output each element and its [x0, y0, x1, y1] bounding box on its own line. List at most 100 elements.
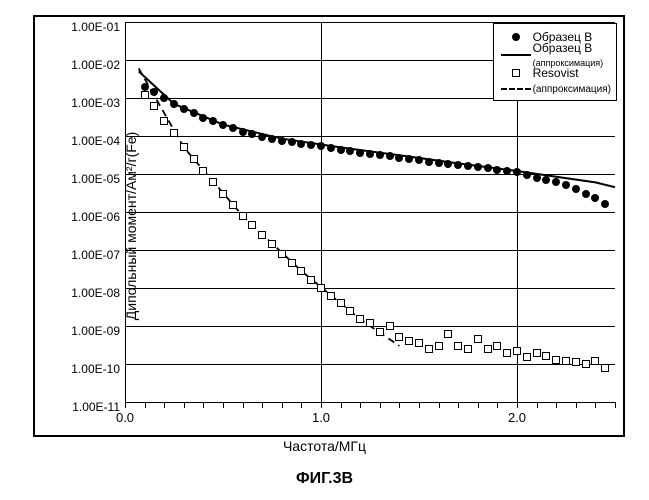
x-minor-tick: [164, 402, 165, 408]
resovist-point: [258, 231, 266, 239]
resovist-point: [444, 330, 452, 338]
y-tick-label: 1.00E-01: [71, 20, 120, 34]
resovist-point: [337, 299, 345, 307]
legend-label: Образец В: [533, 41, 593, 55]
x-minor-tick: [223, 402, 224, 408]
x-minor-tick: [595, 402, 596, 408]
x-minor-tick: [419, 402, 420, 408]
gridline-h: [125, 212, 615, 213]
resovist-point: [395, 333, 403, 341]
sample-b-point: [327, 144, 335, 152]
sample-b-point: [415, 156, 423, 164]
sample-b-point: [366, 150, 374, 158]
resovist-point: [209, 178, 217, 186]
gridline-h: [125, 402, 615, 403]
resovist-point: [268, 240, 276, 248]
sample-b-point: [435, 159, 443, 167]
resovist-point: [435, 342, 443, 350]
sample-b-point: [239, 128, 247, 136]
figure-container: Дипольный момент/Ам²/г(Fe) 1.00E-111.00E…: [0, 0, 649, 500]
resovist-point: [307, 276, 315, 284]
gridline-v: [321, 22, 322, 402]
sample-b-point: [395, 154, 403, 162]
y-tick-label: 1.00E-11: [72, 400, 120, 414]
sample-b-point: [141, 83, 149, 91]
resovist-point: [454, 342, 462, 350]
gridline-h: [125, 364, 615, 365]
sample-b-point: [464, 162, 472, 170]
sample-b-point: [523, 171, 531, 179]
y-tick-label: 1.00E-06: [71, 210, 120, 224]
x-minor-tick: [399, 402, 400, 408]
y-tick-label: 1.00E-07: [71, 248, 120, 262]
x-minor-tick: [262, 402, 263, 408]
resovist-fit-line: [139, 68, 400, 346]
legend-label: Resovist: [533, 66, 579, 80]
sample-b-point: [180, 105, 188, 113]
plot-frame: Дипольный момент/Ам²/г(Fe) 1.00E-111.00E…: [33, 15, 625, 437]
resovist-point: [474, 335, 482, 343]
x-minor-tick: [517, 402, 518, 408]
resovist-point: [190, 155, 198, 163]
resovist-point: [150, 102, 158, 110]
sample-b-point: [552, 178, 560, 186]
sample-b-point: [229, 124, 237, 132]
x-tick-label: 2.0: [508, 410, 526, 425]
resovist-point: [180, 143, 188, 151]
y-tick-label: 1.00E-03: [71, 96, 120, 110]
resovist-point: [552, 356, 560, 364]
sample-b-point: [150, 88, 158, 96]
gridline-h: [125, 250, 615, 251]
x-axis-label: Частота/МГц: [0, 438, 649, 454]
sample-b-point: [562, 181, 570, 189]
resovist-point: [327, 292, 335, 300]
sample-b-point: [425, 158, 433, 166]
x-minor-tick: [125, 402, 126, 408]
resovist-point: [248, 221, 256, 229]
resovist-point: [405, 337, 413, 345]
sample-b-point: [484, 164, 492, 172]
resovist-point: [493, 342, 501, 350]
x-minor-tick: [301, 402, 302, 408]
gridline-v: [125, 22, 126, 402]
resovist-point: [484, 345, 492, 353]
resovist-point: [141, 91, 149, 99]
sample-b-point: [513, 168, 521, 176]
sample-b-point: [493, 166, 501, 174]
sample-b-point: [601, 200, 609, 208]
gridline-h: [125, 136, 615, 137]
sample-b-point: [190, 109, 198, 117]
x-tick-label: 0.0: [116, 410, 134, 425]
sample-b-point: [346, 147, 354, 155]
sample-b-point: [170, 100, 178, 108]
sample-b-point: [268, 135, 276, 143]
sample-b-point: [307, 141, 315, 149]
x-minor-tick: [478, 402, 479, 408]
resovist-point: [160, 117, 168, 125]
x-minor-tick: [439, 402, 440, 408]
gridline-h: [125, 288, 615, 289]
resovist-point: [346, 307, 354, 315]
resovist-point: [356, 315, 364, 323]
sample-b-point: [219, 121, 227, 129]
sample-b-point: [454, 161, 462, 169]
y-tick-label: 1.00E-08: [71, 286, 120, 300]
x-minor-tick: [321, 402, 322, 408]
sample-b-point: [160, 94, 168, 102]
x-minor-tick: [576, 402, 577, 408]
sample-b-point: [542, 176, 550, 184]
x-minor-tick: [537, 402, 538, 408]
x-minor-tick: [282, 402, 283, 408]
sample-b-point: [288, 138, 296, 146]
resovist-point: [542, 352, 550, 360]
x-minor-tick: [203, 402, 204, 408]
y-tick-label: 1.00E-02: [71, 58, 120, 72]
sample-b-point: [356, 149, 364, 157]
resovist-point: [219, 190, 227, 198]
resovist-point: [582, 360, 590, 368]
x-minor-tick: [184, 402, 185, 408]
sample-b-point: [209, 117, 217, 125]
x-minor-tick: [458, 402, 459, 408]
sample-b-point: [474, 163, 482, 171]
x-minor-tick: [556, 402, 557, 408]
